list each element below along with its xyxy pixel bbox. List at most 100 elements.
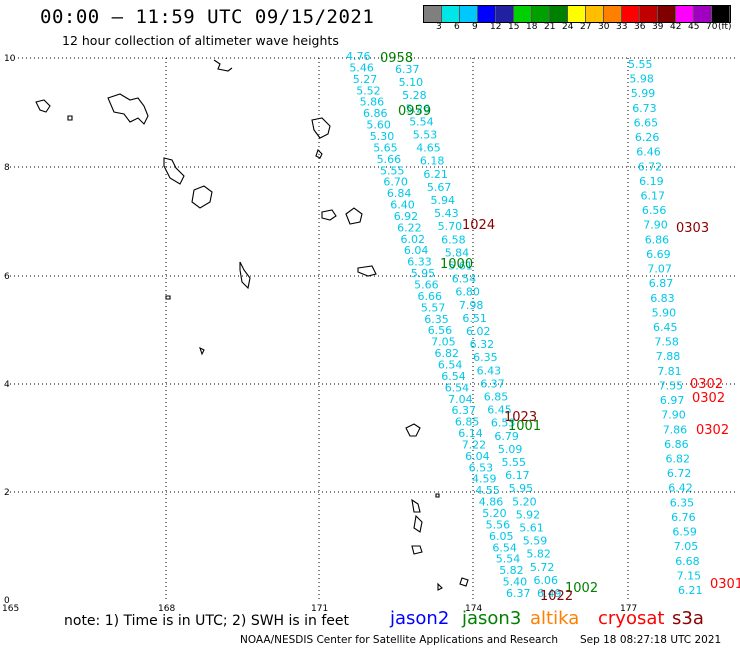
- swh-value: 5.99: [631, 87, 656, 100]
- swh-value: 6.21: [423, 168, 448, 181]
- swh-value: 6.92: [394, 210, 419, 223]
- swh-value: 6.85: [455, 416, 480, 429]
- scale-label: 39: [652, 22, 664, 32]
- scale-label: 42: [670, 22, 682, 32]
- swh-value: 6.37: [452, 404, 477, 417]
- grid-lines: [10, 57, 736, 600]
- swh-value: 5.95: [509, 482, 533, 495]
- pass-time-label: 0302: [696, 423, 729, 438]
- scale-label: 18: [526, 22, 538, 32]
- swh-value: 6.54: [445, 381, 470, 394]
- scale-label: 21: [544, 22, 556, 32]
- pass-time-label: 0301: [710, 577, 740, 592]
- swh-value: 6.14: [458, 427, 483, 440]
- swh-value: 5.54: [409, 115, 434, 128]
- pass-time-label: 1022: [540, 589, 573, 604]
- swh-value: 6.02: [466, 325, 491, 338]
- swh-value: 6.05: [489, 530, 514, 543]
- swh-value: 6.97: [660, 394, 685, 407]
- swh-value: 6.70: [383, 176, 408, 189]
- swh-value: 5.67: [427, 181, 452, 194]
- swh-value: 5.26: [406, 102, 431, 115]
- island-outline: [321, 209, 337, 221]
- swh-value: 5.82: [499, 564, 524, 577]
- swh-value: 6.80: [455, 286, 480, 299]
- swh-value: 6.66: [418, 290, 443, 303]
- island-outline: [437, 582, 443, 591]
- swh-value: 6.65: [634, 116, 659, 129]
- swh-value: 6.84: [387, 187, 412, 200]
- swh-value: 5.56: [486, 518, 511, 531]
- legend-altika: altika: [530, 608, 580, 629]
- scale-label: 70: [706, 22, 718, 32]
- swh-value: 6.37: [480, 377, 505, 390]
- legend-cryosat: cryosat: [598, 608, 665, 629]
- pass-time-label: 0958: [380, 51, 413, 66]
- y-tick-label: 0: [4, 596, 10, 606]
- y-tick-label: 4: [4, 380, 10, 390]
- island-outline: [459, 577, 469, 587]
- swh-value: 5.84: [445, 246, 470, 259]
- swh-value: 6.85: [484, 391, 509, 404]
- scale-swatch: [658, 6, 676, 22]
- scale-swatch: [514, 6, 532, 22]
- scale-swatch: [424, 6, 442, 22]
- swh-value: 6.53: [469, 461, 494, 474]
- scale-label: 9: [472, 22, 478, 32]
- altimeter-track-1: 4.765.465.275.525.866.865.605.305.655.66…: [346, 50, 531, 600]
- swh-value: 5.20: [512, 495, 537, 508]
- swh-value: 5.52: [356, 84, 381, 97]
- swh-value: 6.04: [404, 244, 429, 257]
- scale-label: 15: [508, 22, 520, 32]
- swh-value: 6.26: [635, 131, 660, 144]
- swh-value: 4.86: [479, 496, 504, 509]
- x-tick-label: 168: [158, 604, 175, 614]
- island-outline: [165, 295, 171, 300]
- swh-value: 6.87: [649, 277, 674, 290]
- swh-value: 5.54: [496, 553, 521, 566]
- island-outline: [411, 498, 421, 513]
- island-outline: [413, 514, 423, 533]
- swh-value: 6.37: [395, 63, 420, 76]
- pass-time-label: 0303: [676, 221, 709, 236]
- scale-label: 24: [562, 22, 574, 32]
- x-tick-label: 177: [620, 604, 637, 614]
- swh-value: 6.51: [462, 312, 487, 325]
- swh-value: 7.15: [677, 569, 702, 582]
- pass-time-label: 1000: [440, 257, 473, 272]
- swh-value: 7.98: [459, 299, 484, 312]
- swh-value: 6.42: [668, 482, 693, 495]
- swh-value: 7.55: [659, 379, 684, 392]
- legend-jason2: jason2: [390, 608, 450, 629]
- swh-value: 6.72: [667, 467, 692, 480]
- swh-value: 6.54: [438, 359, 463, 372]
- swh-value: 6.35: [670, 496, 695, 509]
- swh-value: 6.45: [487, 404, 512, 417]
- island-outline: [435, 493, 440, 498]
- pass-time-label: 0302: [690, 377, 723, 392]
- swh-value: 6.59: [672, 526, 697, 539]
- legend-jason3: jason3: [462, 608, 522, 629]
- swh-value: 7.58: [654, 336, 679, 349]
- swh-value: 5.61: [448, 260, 473, 273]
- pass-time-label: 0302: [692, 391, 725, 406]
- scale-label: 33: [616, 22, 628, 32]
- island-outline: [357, 265, 377, 277]
- map-subtitle: 12 hour collection of altimeter wave hei…: [62, 33, 339, 48]
- swh-value: 6.82: [666, 453, 691, 466]
- scale-label: 45: [688, 22, 700, 32]
- swh-value: 5.20: [482, 507, 507, 520]
- swh-value: 6.53: [491, 417, 516, 430]
- scale-label: 3: [436, 22, 442, 32]
- scale-label: 30: [598, 22, 610, 32]
- swh-value: 7.88: [656, 350, 681, 363]
- swh-value: 5.30: [370, 130, 395, 143]
- scale-swatch: [586, 6, 604, 22]
- island-outline: [191, 185, 213, 209]
- swh-value: 4.65: [416, 142, 441, 155]
- swh-value: 6.68: [675, 555, 700, 568]
- swh-value: 6.18: [420, 155, 445, 168]
- swh-value: 6.54: [452, 273, 477, 286]
- island-outline: [405, 423, 421, 437]
